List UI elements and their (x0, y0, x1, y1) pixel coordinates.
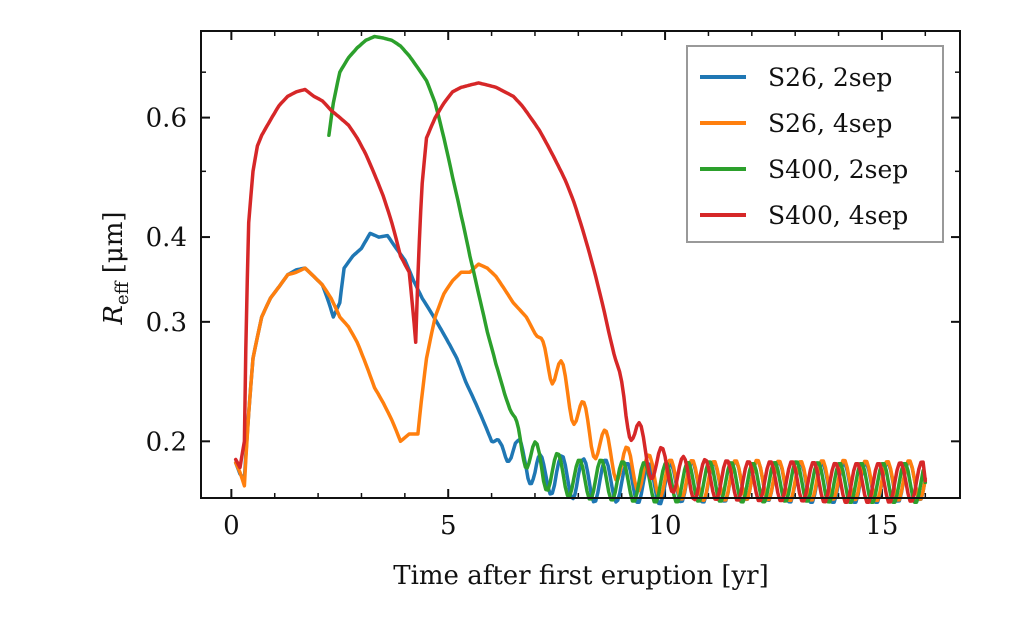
legend-label: S400, 4sep (768, 201, 908, 230)
y-tick-label: 0.2 (146, 427, 187, 457)
x-tick-label: 15 (865, 511, 898, 541)
x-tick-label: 10 (649, 511, 682, 541)
legend-label: S26, 2sep (768, 63, 892, 92)
series-lines (233, 34, 928, 506)
x-tick-label: 5 (440, 511, 457, 541)
y-axis-label: Reff [μm] (99, 211, 133, 325)
legend: S26, 2sep S26, 4sep S400, 2sep S400, 4sep (686, 45, 944, 243)
series-line-2 (233, 262, 928, 503)
series-line-3 (327, 34, 928, 504)
x-tick-label: 0 (223, 511, 240, 541)
legend-entries: S26, 2sep S26, 4sep S400, 2sep S400, 4sep (700, 63, 908, 230)
y-axis-label-sub: eff (112, 280, 133, 305)
series-line-4 (233, 81, 928, 504)
legend-label: S26, 4sep (768, 109, 892, 138)
y-axis-label-main: R (99, 305, 129, 326)
axis-ticks: 0 5 10 15 0.2 0.3 0.4 0.6 (146, 31, 960, 541)
y-tick-label: 0.4 (146, 223, 187, 253)
svg-text:Reff [μm]: Reff [μm] (99, 211, 133, 325)
plot-frame (200, 30, 961, 499)
legend-label: S400, 2sep (768, 155, 908, 184)
x-axis-label: Time after first eruption [yr] (393, 561, 768, 591)
y-axis-label-unit: [μm] (99, 211, 129, 281)
y-tick-label: 0.6 (146, 104, 187, 134)
y-tick-label: 0.3 (146, 308, 187, 338)
